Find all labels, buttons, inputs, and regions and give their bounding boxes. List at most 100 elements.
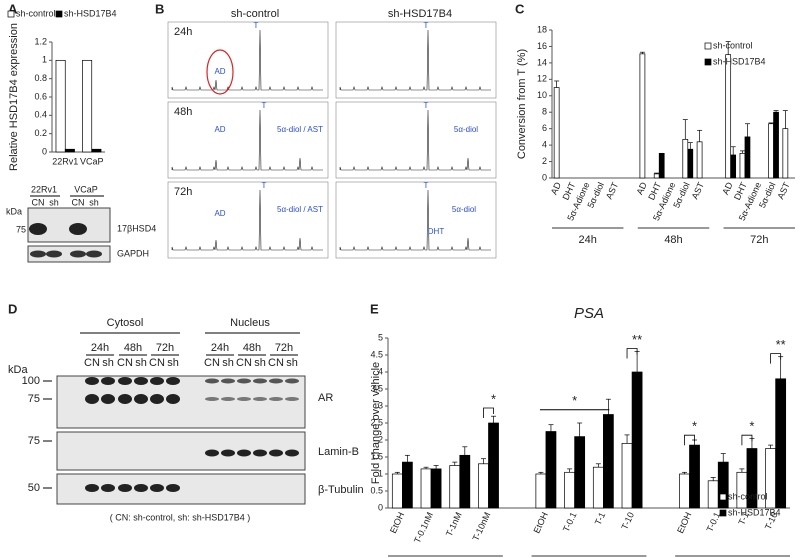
bar	[55, 59, 66, 153]
band	[285, 397, 299, 401]
legend-label: sh-HSD17B4	[728, 507, 781, 517]
peak-label: AD	[214, 125, 225, 134]
row-label: 48h	[174, 106, 192, 118]
bar	[488, 422, 499, 509]
peak-label: 5α-diol	[452, 205, 476, 214]
band	[101, 377, 115, 385]
band	[69, 223, 87, 235]
band	[221, 378, 235, 384]
blot	[56, 375, 306, 429]
kda-label: kDa	[6, 206, 22, 216]
bracket	[483, 407, 494, 418]
bar	[730, 154, 737, 179]
y-tick-label: 0.5	[370, 485, 383, 495]
bracket	[770, 353, 782, 364]
fraction-label: Nucleus	[230, 317, 270, 329]
bar	[91, 148, 102, 153]
time-label: 48h	[124, 342, 142, 354]
x-tick-label: AD	[720, 180, 735, 196]
band	[269, 378, 283, 384]
y-tick-label: 8	[542, 107, 547, 117]
chromatogram-frame	[335, 21, 497, 99]
lane-label: CN	[117, 357, 133, 369]
y-tick-label: 2	[542, 156, 547, 166]
bar	[736, 471, 748, 509]
band	[118, 484, 132, 492]
y-tick-label: 4.5	[370, 349, 383, 359]
y-tick-label: 1	[42, 55, 47, 65]
time-label: 48h	[243, 342, 261, 354]
bar	[773, 111, 779, 179]
bar	[603, 414, 614, 509]
x-tick-label: T-10nM	[471, 511, 493, 543]
y-tick-label: 5	[378, 332, 383, 342]
bar	[717, 461, 729, 509]
bracket	[626, 348, 638, 359]
band	[285, 449, 299, 457]
column-label: sh-control	[231, 8, 279, 20]
lane-label: sh	[102, 357, 114, 369]
chromatogram	[339, 189, 491, 251]
bar	[696, 141, 703, 179]
panel-label: E	[370, 301, 379, 316]
bar	[775, 378, 787, 509]
legend-swatch	[719, 493, 727, 501]
y-tick-label: 12	[537, 74, 547, 84]
bar	[768, 123, 774, 179]
bar	[621, 443, 633, 509]
time-label: 24h	[211, 342, 229, 354]
band	[205, 449, 219, 457]
marker: 50	[28, 482, 40, 494]
band	[101, 484, 115, 492]
bar	[478, 463, 489, 509]
panel-label: D	[8, 301, 17, 316]
band	[101, 394, 115, 404]
peak-label: 5α-diol / AST	[277, 125, 323, 134]
y-tick-label: 4	[542, 139, 547, 149]
bar	[564, 471, 575, 509]
chromatogram	[339, 109, 491, 171]
bar	[449, 465, 461, 509]
peak-label: 5α-diol / AST	[277, 205, 323, 214]
peak-label: AD	[214, 209, 225, 218]
x-tick-label: EtOH	[532, 511, 550, 535]
chromatogram	[171, 29, 323, 91]
y-tick-label: 3.5	[370, 383, 383, 393]
chromatogram	[339, 29, 491, 91]
legend-swatch	[55, 10, 63, 18]
lane-label: sh	[167, 357, 179, 369]
y-tick-label: 0.8	[34, 73, 47, 83]
band-label: 17βHSD4	[117, 223, 156, 233]
legend-swatch	[719, 509, 727, 517]
band	[134, 484, 148, 492]
lane-label: CN	[72, 197, 85, 207]
y-tick-label: 0.4	[34, 110, 47, 120]
x-tick-label: T-1	[593, 511, 608, 527]
bar	[459, 454, 471, 509]
x-tick-label: AD	[635, 180, 650, 196]
band	[253, 449, 267, 457]
x-tick-label: AST	[775, 180, 792, 201]
blot	[27, 245, 111, 263]
legend-swatch	[7, 10, 15, 18]
bar	[782, 128, 789, 179]
chart-title: PSA	[574, 305, 604, 322]
band-label: β-Tubulin	[318, 484, 364, 496]
chromatogram-frame	[167, 21, 329, 99]
lane-label: sh	[49, 197, 59, 207]
cell-line: 22Rv1	[31, 184, 57, 194]
time-label: 72h	[275, 342, 293, 354]
legend-swatch	[704, 58, 712, 66]
y-tick-label: 16	[537, 41, 547, 51]
significance: *	[749, 419, 754, 434]
fraction-label: Cytosol	[107, 317, 144, 329]
bar	[402, 461, 413, 509]
bar	[592, 466, 604, 509]
cell-line: VCaP	[74, 184, 98, 194]
y-tick-label: 14	[537, 57, 547, 67]
band	[166, 377, 180, 385]
lane-label: CN	[32, 197, 45, 207]
x-tick-label: VCaP	[80, 156, 104, 166]
chromatogram-frame	[167, 101, 329, 179]
group-label: 24h	[579, 234, 597, 246]
